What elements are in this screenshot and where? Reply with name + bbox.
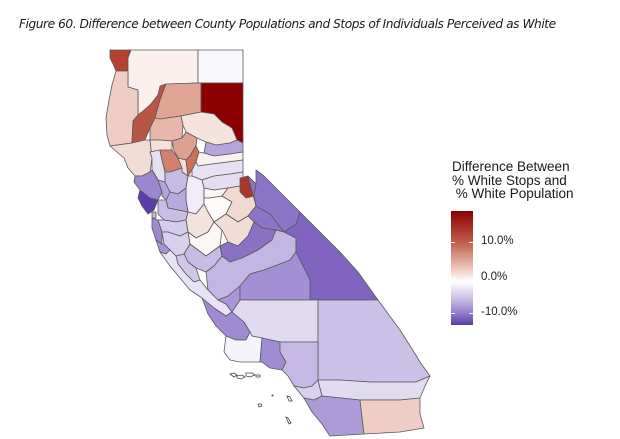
figure-caption: Figure 60. Difference between County Pop… — [19, 17, 556, 31]
legend-color-bar — [451, 211, 473, 325]
county-los-angeles: Los Angeles — [279, 341, 319, 389]
county-mono: Mono — [247, 169, 301, 233]
county-imperial: Imperial — [359, 397, 425, 435]
legend-label-neg10: -10.0% — [481, 306, 518, 318]
legend-title: Difference Between % White Stops and % W… — [452, 159, 574, 201]
county-tehama: Tehama — [149, 115, 184, 142]
county-mendocino: Mendocino — [109, 139, 153, 177]
legend-label-0: 0.0% — [481, 271, 508, 283]
county-san-diego: San Diego — [303, 395, 365, 437]
county-modoc: Modoc — [197, 49, 244, 84]
county-marin: Marin — [137, 189, 159, 215]
channel-islands — [229, 372, 293, 425]
legend-label-10: 10.0% — [481, 235, 514, 247]
county-san-bernardino: San Bernardino — [317, 299, 431, 383]
county-san-francisco: San Francisco — [151, 211, 157, 219]
